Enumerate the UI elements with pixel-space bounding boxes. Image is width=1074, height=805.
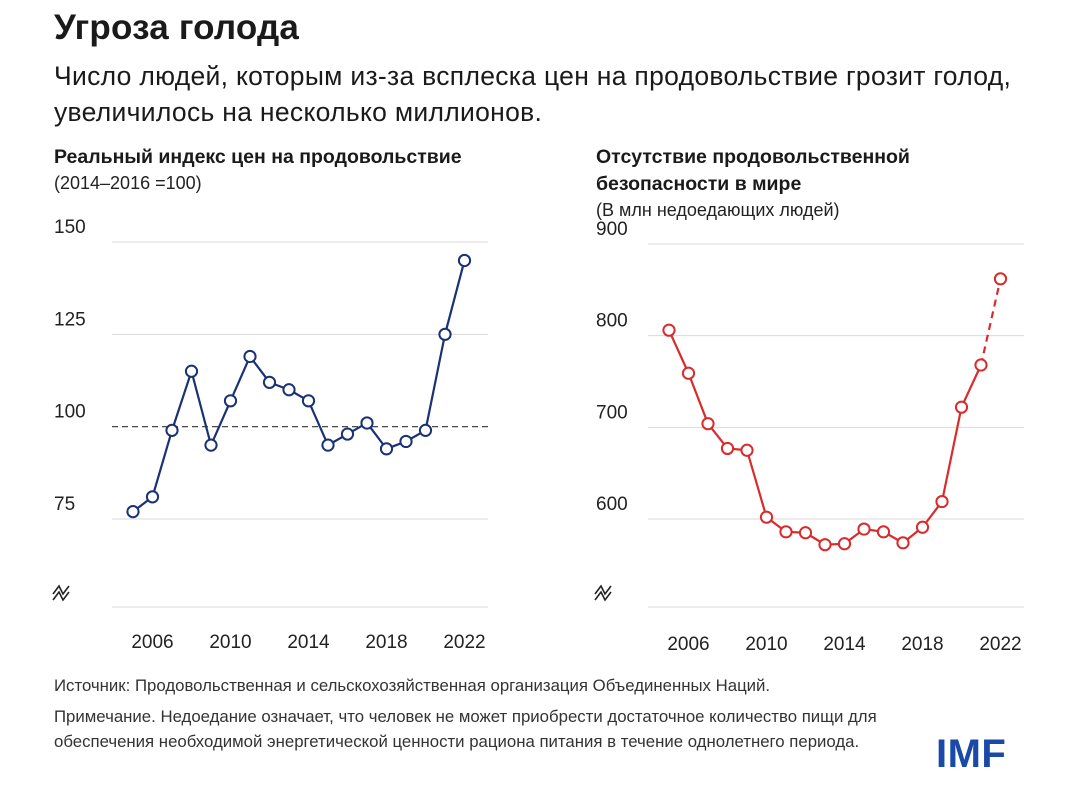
imf-logo: IMF — [936, 732, 1007, 776]
left-chart-header: Реальный индекс цен на продовольствие (2… — [54, 144, 574, 195]
right-data-point — [701, 417, 715, 431]
left-data-point — [145, 490, 160, 504]
left-chart-subtitle: (2014–2016 =100) — [54, 173, 202, 193]
right-x-tick-label: 2006 — [667, 634, 709, 655]
right-y-tick-label: 600 — [596, 494, 628, 515]
right-data-point — [818, 538, 832, 552]
left-data-point — [457, 253, 472, 268]
left-x-tick-label: 2014 — [287, 632, 330, 653]
right-data-point — [954, 400, 969, 414]
right-series-line — [667, 329, 982, 546]
left-x-tick-label: 2022 — [443, 632, 485, 653]
left-data-point — [262, 375, 277, 389]
left-data-point — [379, 442, 394, 456]
definition-note: Примечание. Недоедание означает, что чел… — [54, 707, 877, 751]
left-data-point — [321, 438, 335, 452]
right-x-tick-label: 2010 — [745, 634, 787, 655]
left-data-point — [301, 394, 316, 408]
right-x-tick-label: 2022 — [979, 634, 1021, 655]
left-data-point — [126, 505, 140, 519]
left-y-tick-label: 100 — [54, 402, 86, 423]
right-x-tick-label: 2018 — [901, 634, 943, 655]
right-data-point — [798, 526, 813, 540]
left-data-point — [223, 394, 238, 408]
right-data-point — [876, 525, 891, 539]
right-data-point — [935, 494, 949, 509]
right-data-point — [740, 443, 754, 457]
left-x-tick-label: 2010 — [209, 632, 251, 653]
left-chart-title: Реальный индекс цен на продовольствие — [54, 146, 462, 168]
right-data-point — [857, 522, 871, 536]
right-y-tick-label: 800 — [596, 311, 628, 332]
right-data-point — [681, 366, 696, 380]
left-data-point — [243, 349, 257, 364]
left-data-point — [418, 423, 433, 437]
page-title: Угроза голода — [54, 8, 300, 47]
left-data-point — [282, 383, 296, 397]
right-y-tick-label: 700 — [596, 402, 628, 423]
right-chart-title: Отсутствие продовольственной безопасност… — [596, 146, 910, 195]
right-data-point — [720, 441, 735, 456]
left-data-point — [204, 438, 218, 452]
right-data-point — [993, 272, 1008, 286]
left-data-point — [184, 364, 199, 378]
right-projection-line — [979, 278, 1002, 366]
right-data-point — [974, 358, 988, 372]
left-data-point — [165, 423, 179, 437]
right-axis-break-icon — [594, 584, 612, 602]
right-data-point — [915, 520, 930, 534]
left-x-tick-label: 2006 — [131, 632, 173, 653]
left-axis-break-icon — [52, 584, 70, 602]
right-data-point — [779, 525, 793, 539]
left-data-point — [438, 327, 452, 341]
left-data-point — [340, 427, 355, 441]
left-y-tick-label: 125 — [54, 309, 86, 330]
source-note: Источник: Продовольственная и сельскохоз… — [54, 676, 771, 695]
right-data-point — [896, 536, 910, 550]
right-data-point — [837, 537, 852, 551]
right-x-tick-label: 2014 — [823, 634, 866, 655]
right-chart-subtitle: (В млн недоедающих людей) — [596, 200, 840, 220]
left-y-tick-label: 150 — [54, 217, 86, 238]
right-chart-header: Отсутствие продовольственной безопасност… — [596, 144, 1036, 222]
left-y-tick-label: 75 — [54, 494, 75, 515]
left-data-point — [360, 416, 374, 430]
right-data-point — [759, 510, 774, 524]
page-subtitle: Число людей, которым из-за всплеска цен … — [54, 61, 1012, 127]
right-y-tick-label: 900 — [596, 219, 628, 240]
left-x-tick-label: 2018 — [365, 632, 407, 653]
right-data-point — [662, 323, 676, 337]
left-data-point — [399, 434, 413, 449]
